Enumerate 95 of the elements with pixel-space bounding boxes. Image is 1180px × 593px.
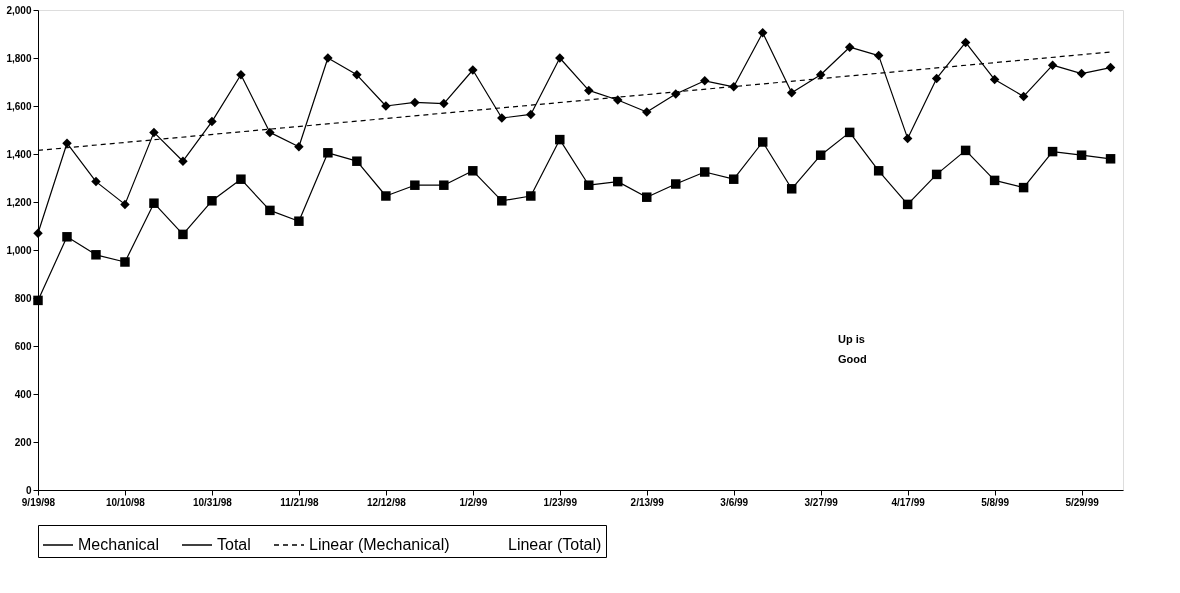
point <box>728 174 739 184</box>
text: Linear (Total) <box>508 536 602 553</box>
point <box>699 76 710 86</box>
y-tick-label: 1,800 <box>6 52 32 64</box>
point <box>1018 91 1029 102</box>
point <box>1018 182 1029 193</box>
point <box>526 109 536 120</box>
x-tick-label: 5/8/99 <box>981 496 1010 508</box>
point <box>931 73 942 84</box>
y-tick-label: 800 <box>14 292 32 304</box>
point <box>149 198 159 208</box>
y-tick-label: 200 <box>14 436 32 448</box>
point <box>120 257 130 267</box>
point <box>815 150 826 160</box>
point <box>584 180 594 190</box>
y-tick-label: 1,600 <box>6 100 32 112</box>
point <box>178 229 188 240</box>
x-tick-label: 5/29/99 <box>1065 496 1100 508</box>
x-tick-label: 10/31/98 <box>192 496 233 508</box>
legend-label: Linear (Mechanical) <box>309 536 450 553</box>
x-tick-label: 2/13/99 <box>630 496 665 508</box>
point <box>294 216 304 226</box>
point <box>1047 60 1058 70</box>
point <box>352 156 362 166</box>
point <box>352 70 362 80</box>
point <box>902 133 913 144</box>
point <box>555 134 565 145</box>
point <box>62 232 72 242</box>
point <box>33 295 43 306</box>
point <box>236 174 246 184</box>
point <box>786 88 797 98</box>
point <box>410 180 420 190</box>
x-tick-label: 4/17/99 <box>891 496 926 508</box>
point <box>844 42 855 52</box>
x-tick-label: 3/27/99 <box>804 496 839 508</box>
y-tick-label: 2,000 <box>6 4 32 16</box>
y-tick-label: 1,000 <box>6 244 32 256</box>
x-tick-label: 9/19/98 <box>21 496 56 508</box>
point <box>728 82 739 92</box>
point <box>149 127 159 138</box>
x-tick-label: 12/12/98 <box>366 496 407 508</box>
point <box>468 166 478 176</box>
point <box>671 89 681 99</box>
point <box>1047 146 1058 157</box>
point <box>294 142 304 152</box>
point <box>642 192 652 202</box>
point <box>323 148 333 158</box>
point <box>757 137 768 147</box>
point <box>931 169 942 180</box>
point <box>989 74 1000 85</box>
point <box>497 196 507 206</box>
y-tick-label: 1,200 <box>6 196 32 208</box>
point <box>844 127 855 138</box>
point <box>265 127 275 138</box>
point <box>989 175 1000 186</box>
x-tick-label: 1/2/99 <box>459 496 488 508</box>
point <box>1105 154 1116 164</box>
x-tick-label: 10/10/98 <box>106 496 146 508</box>
point <box>902 199 913 210</box>
point <box>613 176 623 187</box>
point <box>786 184 797 194</box>
legend-label: Mechanical <box>78 536 159 553</box>
y-tick-label: 600 <box>14 340 32 352</box>
y-tick-label: 1,400 <box>6 148 32 160</box>
point <box>439 180 449 190</box>
point <box>873 50 884 61</box>
point <box>120 199 130 210</box>
y-tick-label: 400 <box>14 388 32 400</box>
point <box>815 70 826 80</box>
point <box>1076 150 1087 160</box>
legend-label: Total <box>217 536 251 553</box>
point <box>671 179 681 189</box>
point <box>1105 62 1116 73</box>
point <box>873 166 884 176</box>
x-tick-label: 11/21/98 <box>280 496 320 508</box>
point <box>699 167 710 177</box>
point <box>265 205 275 216</box>
point <box>757 28 768 38</box>
point <box>236 70 246 80</box>
point <box>207 116 217 127</box>
annotation: Up is Good <box>838 333 867 365</box>
point <box>526 191 536 201</box>
y-tick-label: 0 <box>25 484 32 496</box>
point <box>1076 68 1087 79</box>
point <box>439 98 449 109</box>
point <box>207 196 217 206</box>
point <box>584 85 594 96</box>
point <box>410 97 420 108</box>
x-tick-label: 3/6/99 <box>720 496 749 508</box>
point <box>381 191 391 201</box>
point <box>91 176 101 187</box>
point <box>960 145 971 156</box>
point <box>960 37 971 48</box>
x-tick-label: 1/23/99 <box>543 496 578 508</box>
point <box>91 250 101 260</box>
